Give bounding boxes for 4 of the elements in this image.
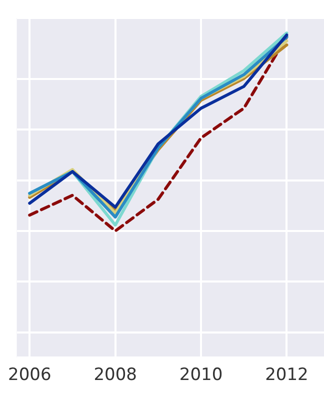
x-tick-label: 2010: [179, 365, 223, 386]
x-tick-label: 2012: [265, 365, 308, 386]
x-tick-label: 2006: [8, 365, 52, 386]
x-tick-label: 2008: [94, 365, 137, 386]
